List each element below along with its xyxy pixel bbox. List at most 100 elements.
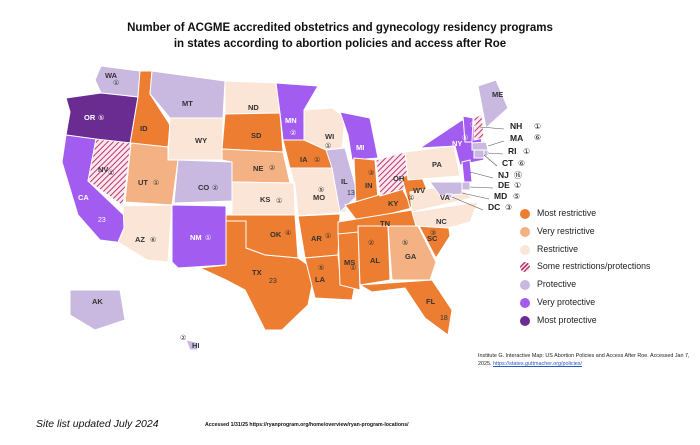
program-count-vt: ① — [470, 121, 476, 129]
state-label-va: VA — [440, 193, 450, 202]
legend-label: Very protective — [537, 296, 596, 307]
state-label-ar: AR — [311, 234, 322, 243]
state-label-ks: KS — [260, 195, 270, 204]
state-ri — [483, 149, 489, 157]
state-label-ma: MA — [510, 133, 523, 143]
program-count-de: ① — [514, 181, 521, 190]
program-count-ok: ④ — [285, 229, 291, 237]
state-label-mn: MN — [285, 116, 297, 125]
citation-link[interactable]: https://states.guttmacher.org/policies/ — [493, 361, 582, 367]
citation: Institute G. Interactive Map: US Abortio… — [478, 352, 693, 368]
legend-swatch — [520, 226, 530, 237]
legend-swatch — [520, 244, 530, 255]
program-count-ne: ② — [269, 165, 275, 172]
legend-swatch — [520, 315, 530, 326]
program-count-az: ⑥ — [150, 236, 156, 244]
state-al — [357, 225, 391, 286]
leader-line-de — [469, 186, 494, 189]
program-count-or: ⑤ — [98, 114, 104, 122]
leader-line-nj — [469, 171, 494, 179]
state-label-ia: IA — [300, 155, 308, 164]
state-label-me: ME — [492, 90, 503, 99]
state-ak — [69, 289, 126, 331]
legend-label: Protective — [537, 279, 577, 290]
program-count-co: ② — [212, 185, 218, 192]
program-count-dc: ③ — [505, 203, 512, 212]
program-count-nh: ① — [534, 122, 541, 131]
program-count-ut: ① — [153, 179, 159, 187]
state-label-ct: CT — [502, 158, 514, 168]
state-label-ky: KY — [388, 199, 398, 208]
title-line-2: in states according to abortion policies… — [173, 38, 507, 50]
state-label-fl: FL — [426, 297, 436, 306]
state-tx — [198, 220, 316, 331]
program-count-nj: ⑯ — [514, 171, 522, 180]
state-md — [429, 181, 463, 197]
state-ma — [471, 141, 489, 151]
legend-swatch — [520, 262, 530, 273]
program-count-ny: ⑥ — [462, 134, 468, 142]
state-label-in: IN — [365, 181, 373, 190]
program-count-ga: ⑤ — [402, 239, 408, 247]
leader-line-ma — [487, 140, 505, 147]
leader-line-md — [461, 192, 490, 200]
legend-label: Most restrictive — [537, 208, 597, 218]
state-az — [117, 204, 173, 263]
state-me — [477, 79, 509, 129]
state-label-mo: MO — [313, 193, 325, 202]
state-label-ak: AK — [92, 297, 103, 306]
state-label-nh: NH — [510, 121, 522, 131]
state-label-nd: ND — [248, 103, 259, 112]
program-count-ca: 23 — [98, 217, 106, 224]
accessed-note: Accessed 1/31/25 https://ryanprogram.org… — [205, 422, 409, 428]
program-count-sc: ③ — [430, 229, 436, 237]
state-de — [461, 181, 471, 191]
program-count-al: ② — [368, 240, 374, 247]
leader-line-ct — [483, 154, 498, 167]
program-count-fl: 18 — [440, 315, 448, 322]
state-label-mt: MT — [182, 99, 193, 108]
program-count-ia: ① — [314, 156, 320, 164]
program-count-nv: ① — [108, 169, 114, 177]
state-nj — [461, 159, 473, 183]
legend-swatch — [520, 209, 530, 219]
program-count-ma: ⑥ — [534, 133, 541, 142]
program-count-md: ⑤ — [513, 192, 520, 201]
state-label-wi: WI — [325, 132, 334, 141]
state-label-ut: UT — [138, 178, 148, 187]
state-label-ok: OK — [270, 230, 282, 239]
state-label-ca: CA — [78, 193, 89, 202]
map-title: Number of ACGME accredited obstetrics an… — [120, 20, 560, 52]
legend-label: Most protective — [537, 314, 597, 325]
state-label-il: IL — [341, 177, 348, 186]
state-label-sc: SC — [427, 234, 438, 243]
state-mo — [289, 167, 348, 217]
program-count-ct: ⑥ — [518, 159, 525, 168]
leader-line-dc — [451, 196, 484, 211]
program-count-mo: ⑤ — [318, 186, 324, 194]
program-count-ar: ① — [325, 232, 331, 240]
program-count-wv: ① — [408, 194, 414, 202]
state-hi — [185, 339, 199, 351]
program-count-hi: ② — [180, 335, 186, 342]
state-label-ne: NE — [253, 164, 263, 173]
leader-line-ri — [487, 152, 504, 155]
state-label-sd: SD — [251, 131, 262, 140]
state-nc — [411, 201, 479, 229]
state-label-nc: NC — [436, 217, 447, 226]
state-label-ny: NY — [452, 139, 462, 148]
program-count-ri: ① — [523, 147, 530, 156]
state-pa — [404, 145, 461, 181]
citation-text: Institute G. Interactive Map: US Abortio… — [478, 353, 690, 367]
state-label-co: CO — [198, 183, 209, 192]
legend-swatch — [520, 297, 530, 308]
state-label-hi: HI — [192, 341, 200, 350]
state-label-al: AL — [370, 256, 380, 265]
program-count-nm: ① — [205, 234, 211, 242]
state-label-oh: OH — [393, 174, 404, 183]
site-list-note: Site list updated July 2024 — [36, 418, 159, 430]
program-count-in: ③ — [368, 169, 374, 177]
legend-label: Restrictive — [537, 243, 579, 254]
state-label-nj: NJ — [498, 170, 509, 180]
state-label-ms: MS — [344, 258, 355, 267]
